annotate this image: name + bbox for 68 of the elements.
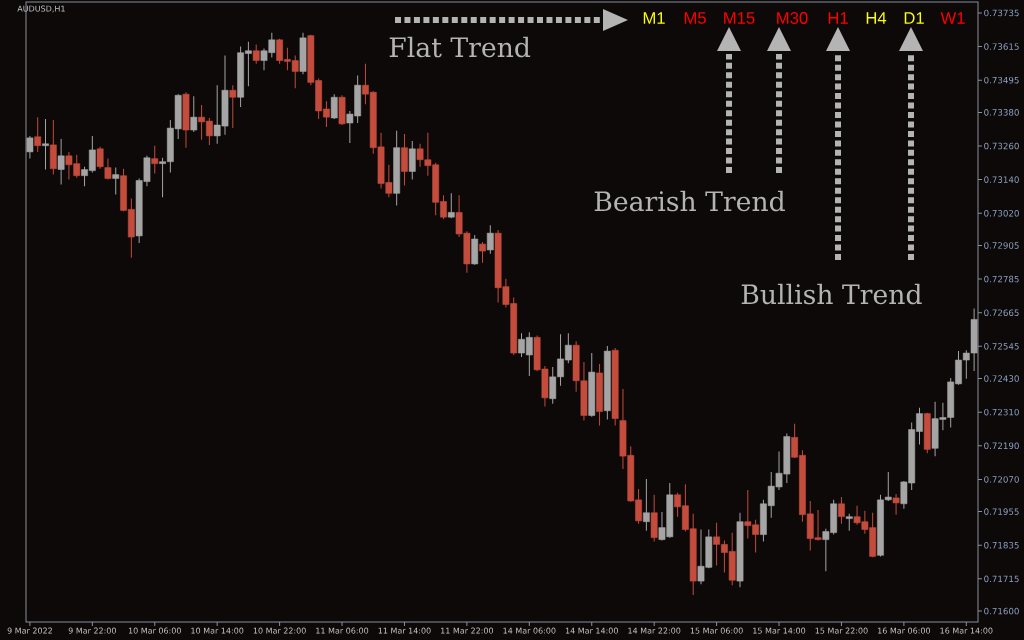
annotation: M15 [724, 12, 755, 24]
y-tick-label: 0.73615 [984, 43, 1019, 50]
x-tick-label: 9 Mar 2022 [7, 627, 52, 634]
candlestick [838, 496, 845, 525]
candlestick [330, 93, 338, 120]
y-tick-label: 0.72310 [984, 408, 1019, 416]
x-tick-label: 11 Mar 22:00 [441, 627, 494, 634]
y-tick-label: 0.71600 [984, 607, 1019, 615]
x-tick-label: 10 Mar 22:00 [253, 627, 306, 634]
annotation: D1 [904, 12, 924, 24]
x-tick-label: 16 Mar 06:00 [878, 627, 931, 634]
candlestick [42, 118, 49, 171]
y-tick-label: 0.73020 [984, 209, 1019, 217]
y-tick-label: 0.72545 [984, 343, 1019, 350]
annotation: H4 [866, 12, 887, 24]
chart-title: AUDUSD,H1 [17, 5, 65, 13]
y-tick-label: 0.73380 [984, 109, 1019, 116]
x-tick-label: 10 Mar 14:00 [191, 627, 244, 634]
y-tick-label: 0.72665 [984, 309, 1019, 316]
annotation: M1 [643, 12, 665, 24]
x-tick-label: 14 Mar 06:00 [503, 627, 556, 634]
y-tick-label: 0.71955 [984, 508, 1019, 515]
annotation: Bullish Trend [741, 283, 922, 305]
y-tick-label: 0.72190 [984, 442, 1019, 450]
x-tick-label: 15 Mar 06:00 [690, 627, 743, 634]
candlestick [96, 146, 104, 170]
candlestick [49, 119, 57, 176]
candlestick [151, 145, 159, 174]
candlestick [401, 133, 408, 186]
annotation: Bearish Trend [594, 190, 785, 212]
x-tick-label: 15 Mar 14:00 [753, 627, 806, 634]
y-tick-label: 0.72905 [984, 242, 1019, 249]
x-tick-label: 11 Mar 06:00 [316, 627, 369, 634]
y-tick-label: 0.71715 [984, 575, 1019, 583]
x-tick-label: 15 Mar 22:00 [815, 627, 868, 634]
annotation: M5 [684, 12, 706, 24]
candlestick [104, 158, 112, 181]
candlestick [57, 138, 65, 185]
y-tick-label: 0.72430 [984, 375, 1019, 382]
candlestick [34, 116, 42, 153]
x-tick-label: 11 Mar 14:00 [378, 627, 431, 634]
candlestick [26, 135, 34, 160]
candlestick [642, 478, 650, 532]
x-tick-label: 9 Mar 22:00 [68, 627, 116, 634]
candlestick [447, 192, 455, 219]
candlestick [408, 140, 416, 181]
candlestick [479, 241, 486, 264]
y-tick-label: 0.72070 [984, 476, 1019, 483]
candlestick [892, 493, 900, 516]
candlestick [190, 95, 198, 133]
candlestick [486, 224, 494, 255]
y-tick-label: 0.73140 [984, 176, 1019, 183]
y-tick-label: 0.71835 [984, 541, 1019, 549]
y-tick-label: 0.73260 [984, 142, 1019, 150]
y-tick-label: 0.72785 [984, 275, 1019, 283]
candlestick [252, 44, 260, 65]
x-tick-label: 16 Mar 14:00 [940, 627, 993, 634]
annotation: M30 [777, 12, 808, 24]
x-tick-label: 10 Mar 06:00 [128, 627, 181, 634]
x-tick-label: 14 Mar 14:00 [565, 627, 618, 634]
y-tick-label: 0.73495 [984, 76, 1019, 84]
annotation: Flat Trend [389, 36, 531, 58]
candlestick [112, 167, 120, 195]
y-tick-label: 0.73735 [984, 9, 1019, 17]
x-tick-label: 14 Mar 22:00 [628, 627, 681, 634]
candlestick [229, 84, 237, 129]
annotation: H1 [828, 12, 848, 24]
annotation: W1 [940, 12, 965, 24]
